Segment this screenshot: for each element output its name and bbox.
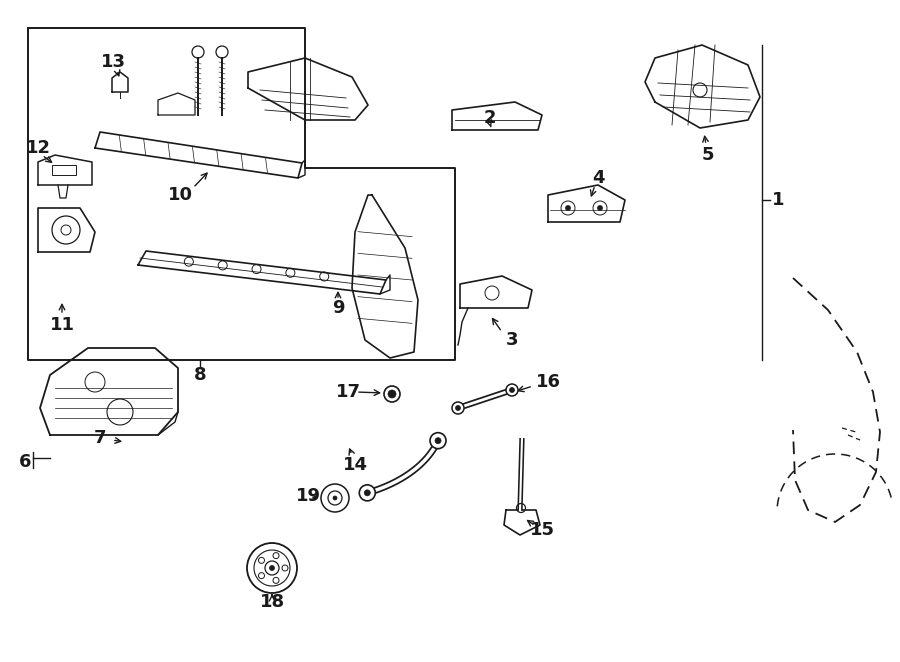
Circle shape: [435, 438, 441, 444]
Circle shape: [269, 565, 274, 571]
Text: 11: 11: [50, 316, 75, 334]
Text: 19: 19: [295, 487, 320, 505]
Text: 8: 8: [194, 366, 206, 384]
Circle shape: [455, 406, 461, 410]
Text: 6: 6: [19, 453, 32, 471]
Text: 9: 9: [332, 299, 344, 317]
Text: 2: 2: [484, 109, 496, 127]
Text: 3: 3: [506, 331, 518, 349]
Circle shape: [452, 402, 464, 414]
Text: 15: 15: [529, 521, 554, 539]
Text: 16: 16: [536, 373, 561, 391]
Text: 17: 17: [336, 383, 361, 401]
Circle shape: [388, 390, 396, 398]
Circle shape: [359, 485, 375, 501]
Text: 5: 5: [702, 146, 715, 164]
Text: 14: 14: [343, 456, 367, 474]
Text: 10: 10: [167, 186, 193, 204]
Bar: [510, 510, 525, 518]
Circle shape: [565, 205, 571, 211]
Circle shape: [598, 205, 602, 211]
Circle shape: [430, 433, 446, 449]
Text: 4: 4: [592, 169, 604, 187]
Text: 12: 12: [25, 139, 50, 157]
Bar: [52, 165, 76, 175]
Text: 1: 1: [772, 191, 784, 209]
Circle shape: [506, 384, 518, 396]
Text: 7: 7: [94, 429, 106, 447]
Text: 18: 18: [259, 593, 284, 611]
Circle shape: [509, 387, 515, 393]
Circle shape: [364, 490, 370, 496]
Circle shape: [333, 496, 337, 500]
Text: 13: 13: [101, 53, 125, 71]
